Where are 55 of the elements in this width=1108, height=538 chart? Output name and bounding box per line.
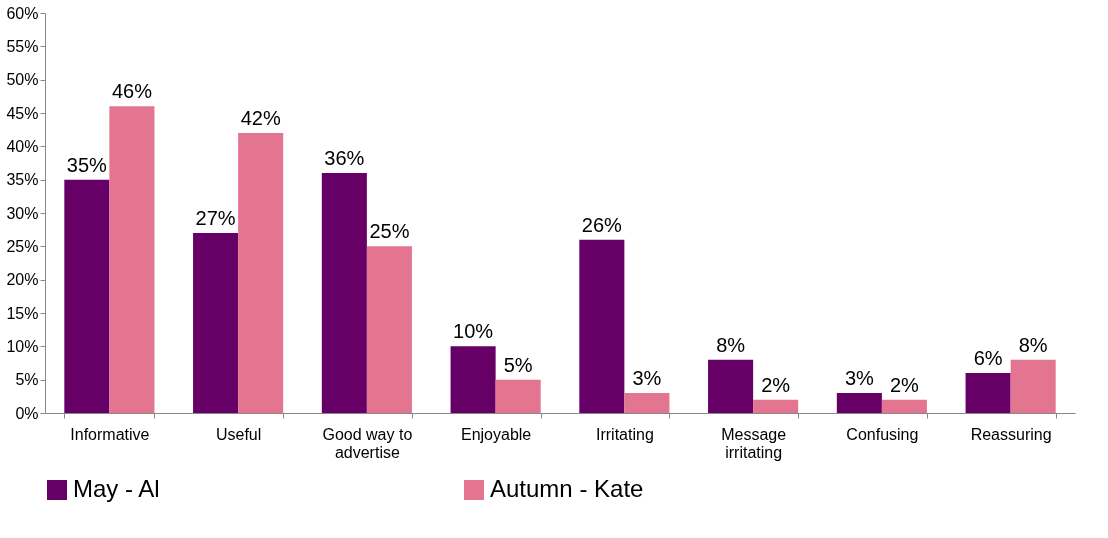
data-label: 25%: [369, 220, 410, 243]
x-tick-label: Confusing: [846, 425, 919, 443]
legend-label: May - Al: [73, 475, 160, 502]
data-label: 8%: [716, 333, 746, 356]
y-tick-label: 10%: [6, 337, 39, 355]
y-tick-label: 0%: [15, 404, 39, 422]
legend-label: Autumn - Kate: [490, 475, 644, 502]
data-label: 26%: [581, 213, 623, 236]
data-label: 35%: [66, 153, 108, 176]
data-label: 2%: [889, 373, 920, 396]
bar: [881, 399, 927, 413]
y-tick-label: 55%: [6, 37, 39, 55]
x-tick-label: Good way to advertise: [322, 425, 413, 461]
y-tick-label: 45%: [6, 104, 39, 122]
bar: [193, 233, 239, 413]
y-tick-label: 50%: [6, 71, 39, 89]
bar: [965, 373, 1011, 413]
data-label: 8%: [1018, 333, 1048, 356]
y-tick-label: 25%: [6, 237, 39, 255]
x-tick-label: Message irritating: [721, 425, 787, 461]
bar: [450, 346, 496, 413]
x-tick-label: Useful: [215, 425, 262, 443]
y-tick-label: 35%: [6, 171, 39, 189]
x-tick-label: Enjoyable: [460, 425, 532, 443]
y-tick-label: 60%: [6, 4, 39, 22]
y-tick-label: 15%: [6, 304, 39, 322]
bar: [64, 179, 110, 413]
bar: [321, 173, 367, 413]
bar: [1010, 359, 1056, 413]
bar: [708, 359, 754, 413]
bar: [109, 106, 155, 413]
bar: [836, 393, 882, 413]
bar: [624, 393, 670, 413]
bar: [579, 239, 625, 413]
bar: [238, 133, 284, 413]
data-label: 6%: [973, 347, 1003, 369]
data-label: 42%: [240, 107, 281, 129]
y-tick-label: 5%: [15, 371, 39, 389]
data-label: 3%: [632, 367, 662, 389]
y-tick-label: 20%: [6, 271, 39, 289]
data-label: 2%: [761, 373, 791, 396]
bar: [495, 379, 541, 413]
x-tick-label: Informative: [70, 425, 150, 443]
data-label: 10%: [453, 320, 494, 343]
data-label: 5%: [503, 353, 533, 376]
data-label: 36%: [324, 147, 365, 169]
data-label: 46%: [111, 80, 153, 103]
y-tick-label: 40%: [6, 137, 39, 155]
data-label: 3%: [844, 367, 875, 389]
y-tick-label: 30%: [6, 204, 39, 222]
data-label: 27%: [195, 207, 236, 229]
x-tick-label: Irritating: [595, 425, 654, 443]
bar: [753, 399, 799, 413]
bar: [366, 246, 412, 413]
x-tick-label: Reassuring: [970, 425, 1052, 443]
